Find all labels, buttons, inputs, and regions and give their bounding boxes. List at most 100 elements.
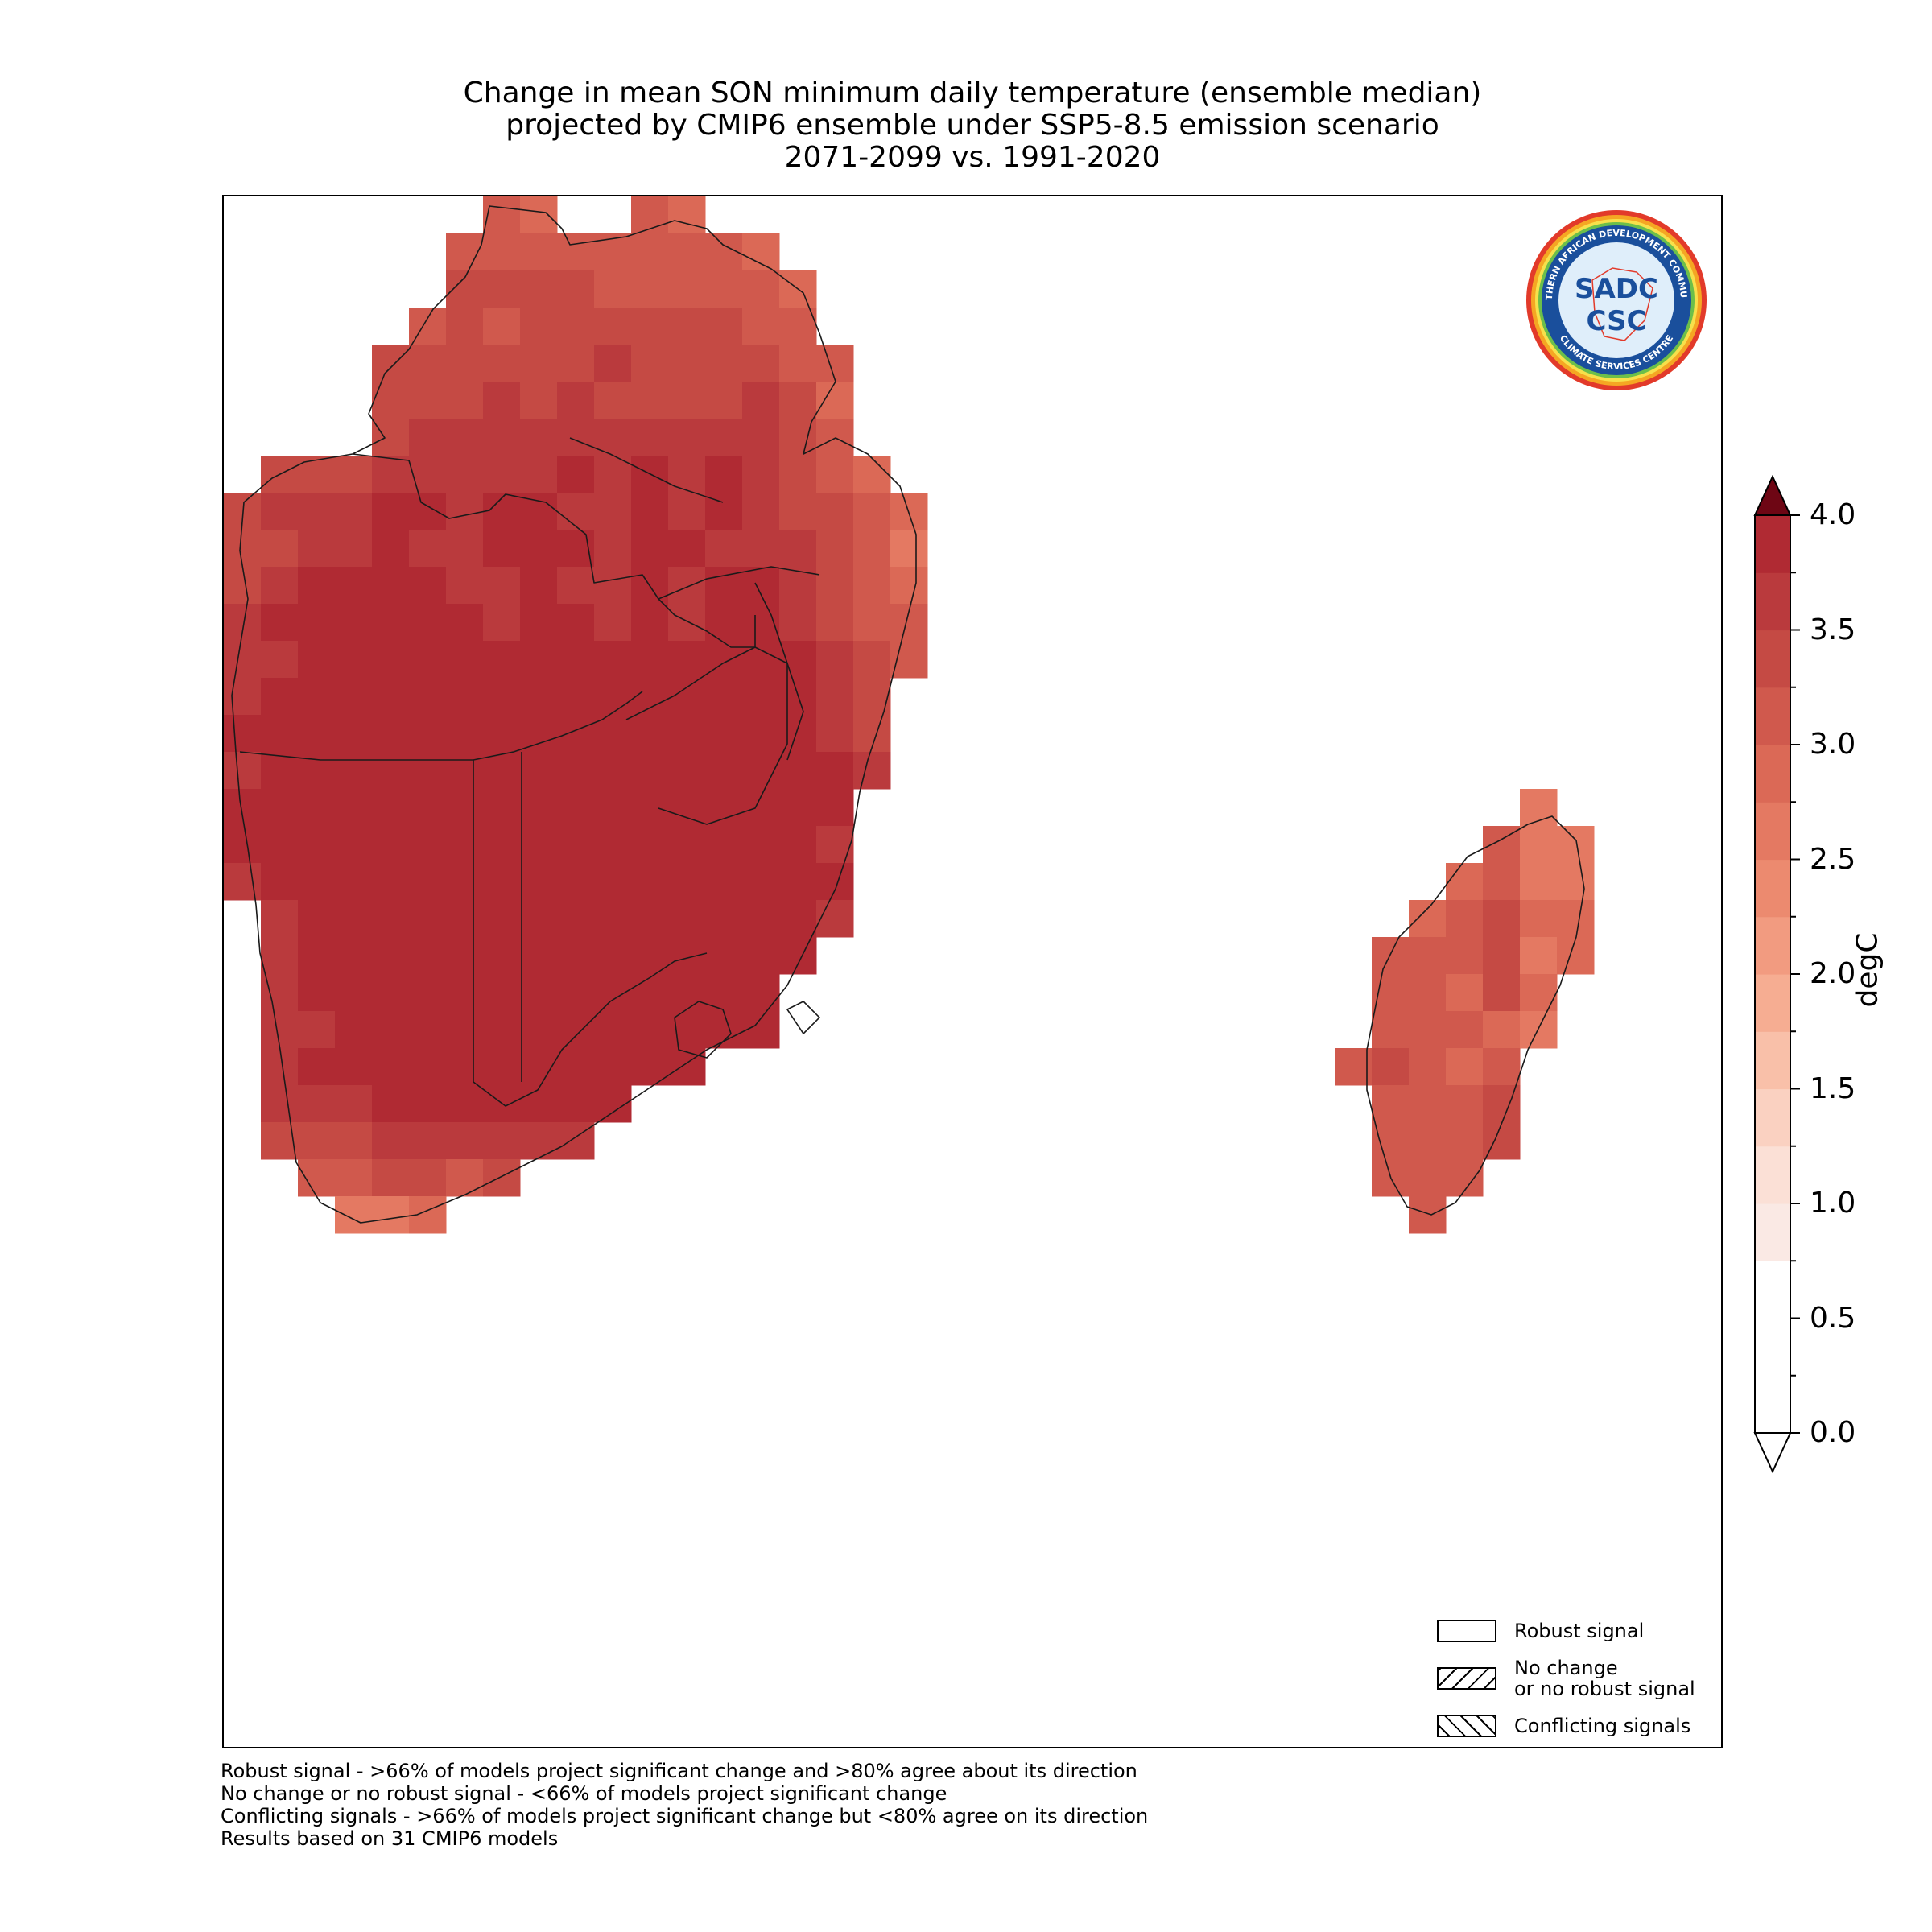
legend-robust-swatch	[1437, 1620, 1496, 1642]
grid-cell	[372, 900, 410, 938]
grid-cell	[705, 752, 743, 790]
grid-cell	[853, 641, 891, 679]
grid-cell	[372, 345, 410, 382]
border-lesotho	[674, 1001, 732, 1059]
grid-cell	[520, 604, 558, 642]
grid-cell	[557, 1048, 595, 1086]
grid-cell	[483, 345, 521, 382]
grid-cell	[446, 604, 484, 642]
grid-cell	[594, 789, 632, 827]
grid-cell	[261, 678, 299, 716]
grid-cell	[742, 641, 780, 679]
grid-cell	[742, 715, 780, 753]
grid-cell	[224, 863, 262, 901]
grid-cell	[742, 270, 780, 308]
grid-cell	[1483, 1048, 1521, 1086]
grid-cell	[298, 493, 336, 530]
grid-cell	[631, 604, 669, 642]
grid-cell	[446, 530, 484, 568]
grid-cell	[409, 567, 447, 605]
grid-cell	[483, 937, 521, 975]
grid-cell	[483, 604, 521, 642]
grid-cell	[668, 345, 706, 382]
grid-cell	[705, 900, 743, 938]
grid-cell	[446, 641, 484, 679]
grid-cell	[742, 308, 780, 345]
grid-cell	[742, 974, 780, 1012]
grid-cell	[446, 937, 484, 975]
grid-cell	[557, 789, 595, 827]
border-mozambique-malawi	[754, 582, 804, 761]
grid-cell	[372, 715, 410, 753]
grid-cell	[224, 752, 262, 790]
colorbar-segment	[1755, 1088, 1790, 1147]
grid-cell	[668, 530, 706, 568]
grid-cell	[816, 752, 854, 790]
grid-cell	[446, 270, 484, 308]
legend-conflicting-swatch	[1437, 1715, 1496, 1737]
title-line-1: Change in mean SON minimum daily tempera…	[463, 76, 1482, 109]
grid-cell	[483, 270, 521, 308]
grid-cell	[779, 715, 817, 753]
legend-no-change-label-1: No change	[1514, 1657, 1618, 1679]
grid-cell	[816, 715, 854, 753]
grid-cell	[1483, 863, 1521, 901]
logo-map-outline	[1591, 267, 1653, 341]
grid-cell	[298, 752, 336, 790]
grid-cell	[705, 604, 743, 642]
grid-cell	[520, 826, 558, 864]
grid-cell	[483, 233, 521, 271]
grid-cell	[372, 1048, 410, 1086]
footnotes: Robust signal - >66% of models project s…	[221, 1760, 1148, 1850]
grid-cell	[298, 1159, 336, 1197]
logo-sub-acronym: CSC	[1586, 305, 1646, 337]
grid-cell	[372, 1122, 410, 1160]
grid-cell	[779, 789, 817, 827]
grid-cell	[520, 863, 558, 901]
grid-cell	[557, 456, 595, 493]
grid-cell	[520, 308, 558, 345]
grid-cell	[1409, 1196, 1447, 1234]
sadc-csc-logo: SOUTHERN AFRICAN DEVELOPMENT COMMUNITY C…	[1524, 208, 1707, 390]
grid-cell	[335, 678, 373, 716]
grid-cell	[335, 826, 373, 864]
grid-cell	[668, 308, 706, 345]
grid-cell	[705, 678, 743, 716]
grid-cell	[520, 530, 558, 568]
border-namibia-botswana	[239, 691, 643, 761]
grid-cell	[224, 826, 262, 864]
grid-cell	[631, 1048, 669, 1086]
grid-cell	[816, 382, 854, 419]
grid-cell	[483, 1048, 521, 1086]
grid-cell	[261, 493, 299, 530]
grid-cell	[446, 826, 484, 864]
grid-cell	[409, 1122, 447, 1160]
grid-cell	[298, 715, 336, 753]
grid-cell	[557, 937, 595, 975]
grid-cell	[1446, 1011, 1484, 1049]
grid-cell	[335, 1159, 373, 1197]
grid-cell	[483, 382, 521, 419]
grid-cell	[1372, 1085, 1410, 1123]
grid-cell	[631, 641, 669, 679]
grid-cell	[446, 1085, 484, 1123]
legend-robust: Robust signal	[1437, 1618, 1644, 1644]
grid-cell	[779, 826, 817, 864]
grid-cell	[335, 974, 373, 1012]
colorbar-segment	[1755, 572, 1790, 631]
grid-cell	[335, 530, 373, 568]
grid-cell	[483, 308, 521, 345]
colorbar-segment	[1755, 1031, 1790, 1090]
grid-cell	[335, 1196, 373, 1234]
grid-cell	[816, 567, 854, 605]
grid-cell	[520, 345, 558, 382]
grid-cell	[557, 863, 595, 901]
grid-cell	[298, 789, 336, 827]
grid-cell	[298, 530, 336, 568]
grid-cell	[372, 604, 410, 642]
grid-cell	[372, 826, 410, 864]
grid-cell	[298, 641, 336, 679]
grid-cell	[224, 641, 262, 679]
grid-cell	[631, 196, 669, 234]
grid-cell	[668, 678, 706, 716]
